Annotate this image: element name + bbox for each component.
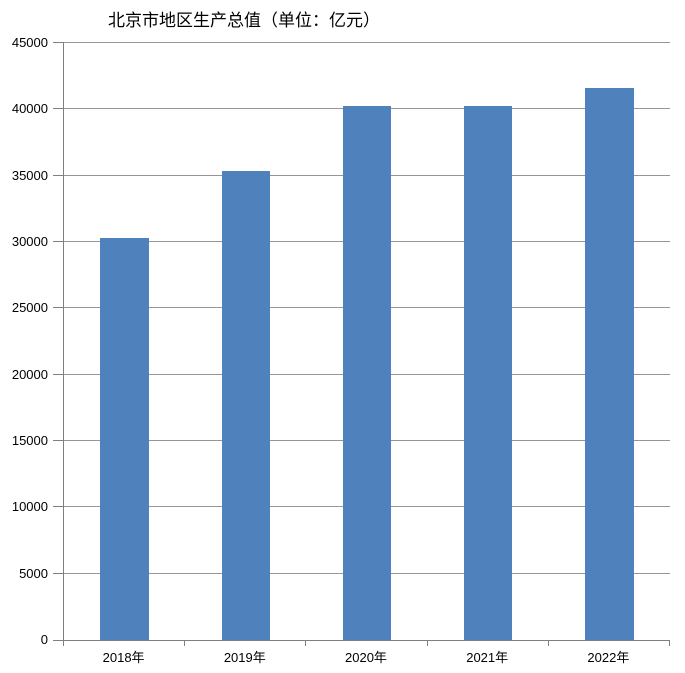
bar-2022年 bbox=[585, 87, 634, 640]
x-axis: 2018年 2019年 2020年 2021年 2022年 bbox=[63, 649, 669, 667]
y-axis-tick-label: 30000 bbox=[11, 233, 48, 249]
x-axis-tick bbox=[63, 641, 64, 646]
bar-2018年 bbox=[100, 237, 149, 640]
x-axis-category-label: 2021年 bbox=[466, 650, 509, 665]
gridline bbox=[64, 42, 670, 43]
x-axis-category-label: 2022年 bbox=[587, 650, 630, 665]
y-axis-tick bbox=[53, 640, 64, 641]
y-axis: 0 5000 10000 15000 20000 25000 30000 35000 40000… bbox=[0, 35, 48, 647]
y-axis-tick bbox=[53, 506, 64, 508]
x-axis-category-label: 2020年 bbox=[345, 650, 387, 665]
x-axis-category-label: 2019年 bbox=[223, 650, 266, 665]
chart-title: 北京市地区生产总值（单位：亿元） bbox=[108, 11, 380, 31]
x-axis-tick bbox=[305, 641, 307, 646]
y-axis-tick-label: 45000 bbox=[11, 35, 48, 50]
y-axis-tick bbox=[53, 439, 64, 441]
y-axis-tick-label: 25000 bbox=[11, 300, 48, 316]
plot-area bbox=[53, 42, 670, 646]
x-axis-tick bbox=[426, 641, 428, 646]
y-axis-tick-label: 35000 bbox=[11, 167, 48, 183]
bar-2019年 bbox=[221, 170, 271, 640]
y-axis-tick-label: 15000 bbox=[11, 432, 48, 448]
x-axis-category-label: 2018年 bbox=[102, 650, 145, 665]
y-axis-tick bbox=[53, 240, 64, 242]
y-axis-tick bbox=[53, 174, 64, 176]
y-axis-tick-label: 0 bbox=[40, 632, 48, 647]
y-axis-tick-label: 10000 bbox=[11, 499, 48, 515]
bar-2021年 bbox=[463, 106, 513, 640]
y-axis-tick-label: 5000 bbox=[19, 565, 48, 581]
y-axis-tick-label: 40000 bbox=[11, 101, 48, 117]
y-axis-tick bbox=[53, 307, 64, 309]
y-axis-tick bbox=[53, 108, 64, 110]
x-axis-tick bbox=[669, 641, 670, 646]
y-axis-tick bbox=[53, 373, 64, 375]
bar-2020年 bbox=[342, 106, 392, 640]
y-axis-tick-label: 20000 bbox=[11, 366, 48, 382]
x-axis-tick bbox=[547, 641, 549, 646]
y-axis-tick bbox=[53, 572, 64, 574]
x-axis-tick bbox=[184, 641, 186, 646]
y-axis-tick bbox=[53, 42, 64, 43]
